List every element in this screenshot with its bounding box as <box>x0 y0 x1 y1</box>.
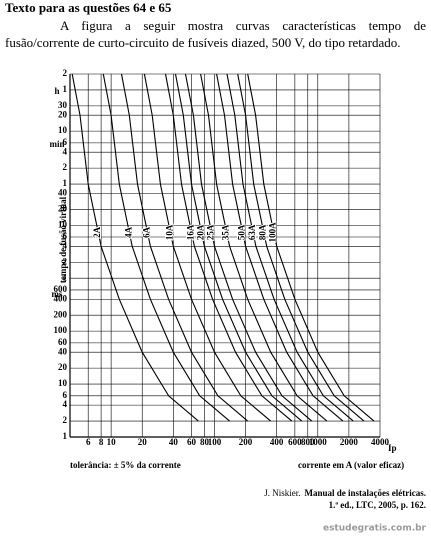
curve-label: 35A <box>221 224 231 240</box>
y-tick-label: 4 <box>63 399 68 409</box>
y-unit-label: h <box>54 86 59 96</box>
y-tick-label: 6 <box>63 137 68 147</box>
y-tick-label: 4 <box>63 240 68 250</box>
citation-title: Manual de instalações elétricas. <box>305 488 426 498</box>
y-tick-label: 400 <box>54 293 68 303</box>
x-tick-label: 20 <box>138 437 148 447</box>
curve <box>247 73 375 422</box>
x-tick-label: 100 <box>208 437 222 447</box>
page-title: Texto para as questões 64 e 65 <box>5 0 172 15</box>
y-tick-label: 4 <box>63 146 68 156</box>
curve <box>184 73 313 422</box>
curve <box>102 73 230 422</box>
citation-author: J. Niskier. <box>264 488 300 498</box>
curve-label: 2A <box>92 226 102 238</box>
y-tick-label: 6 <box>63 231 68 241</box>
y-tick-label: 2 <box>63 256 68 266</box>
y-tick-label: 100 <box>54 325 68 335</box>
y-tick-label: 10 <box>58 378 68 388</box>
curve-label: 50A <box>237 224 247 240</box>
x-tick-label: 60 <box>187 437 197 447</box>
citation: 1.ª ed., LTC, 2005, p. 162. <box>329 500 426 510</box>
y-tick-label: 2 <box>63 415 68 425</box>
y-tick-label: 1 <box>63 84 68 94</box>
y-tick-label: 2 <box>63 162 68 172</box>
curve-label: 80A <box>258 224 268 240</box>
x-tick-label: 600 <box>288 437 302 447</box>
y-tick-label: 10 <box>58 219 68 229</box>
y-tick-label: 600 <box>54 284 68 294</box>
curve-label: 6A <box>141 226 151 238</box>
y-tick-label: 40 <box>58 187 68 197</box>
y-tick-label: 2 <box>63 68 68 78</box>
curve-label: 100A <box>268 222 278 243</box>
y-tick-label: 1 <box>63 272 68 282</box>
curve <box>71 73 199 422</box>
curve-label: 25A <box>206 224 216 240</box>
y-tick-label: 20 <box>58 203 68 213</box>
curve <box>226 73 354 422</box>
note: tolerância: ± 5% da corrente <box>70 460 181 470</box>
y-tick-label: 40 <box>58 346 68 356</box>
curve <box>216 73 344 422</box>
x-caption: corrente em A (valor eficaz) <box>298 460 404 470</box>
curve-label: 63A <box>247 224 257 240</box>
x-tick-label: 80 <box>200 437 210 447</box>
curve <box>143 73 272 422</box>
x-tick-label: 40 <box>169 437 179 447</box>
x-tick-label: 200 <box>239 437 253 447</box>
y-tick-label: 1 <box>63 178 68 188</box>
x-tick-label: 10 <box>107 437 117 447</box>
y-tick-label: 20 <box>58 109 68 119</box>
x-tick-label: 2000 <box>340 437 359 447</box>
citation: J. Niskier. Manual de instalações elétric… <box>264 488 426 498</box>
x-tick-label: 8 <box>99 437 104 447</box>
y-unit-label: min <box>49 139 64 149</box>
x-tick-label: 1000 <box>309 437 328 447</box>
x-tick-label: 6 <box>86 437 91 447</box>
y-tick-label: 30 <box>58 100 68 110</box>
x-tick-label: 400 <box>270 437 284 447</box>
y-unit-label: ms <box>52 289 63 299</box>
y-tick-label: 60 <box>58 337 68 347</box>
y-tick-label: 20 <box>58 362 68 372</box>
citation-rest: 1.ª ed., LTC, 2005, p. 162. <box>329 500 426 510</box>
y-tick-label: 6 <box>63 390 68 400</box>
x-tick-label: 800 <box>301 437 315 447</box>
curve <box>164 73 293 422</box>
paragraph: A figura a seguir mostra curvas caracter… <box>5 18 426 50</box>
y-tick-label: 1 <box>63 431 68 441</box>
curve <box>174 73 303 422</box>
x-axis-label: Ip <box>388 443 397 453</box>
y-tick-label: 10 <box>58 125 68 135</box>
curve <box>200 73 328 422</box>
x-tick-label: 4000 <box>371 437 390 447</box>
y-tick-label: 200 <box>54 309 68 319</box>
curve <box>237 73 365 422</box>
curve-label: 16A <box>185 224 195 240</box>
curve <box>120 73 249 422</box>
curve-label: 10A <box>164 224 174 240</box>
watermark: estudegratis.com.br <box>323 524 427 534</box>
curve-label: 20A <box>196 224 206 240</box>
curve-label: 4A <box>123 226 133 238</box>
y-axis-title: tempo de fusão virtual <box>58 196 68 283</box>
